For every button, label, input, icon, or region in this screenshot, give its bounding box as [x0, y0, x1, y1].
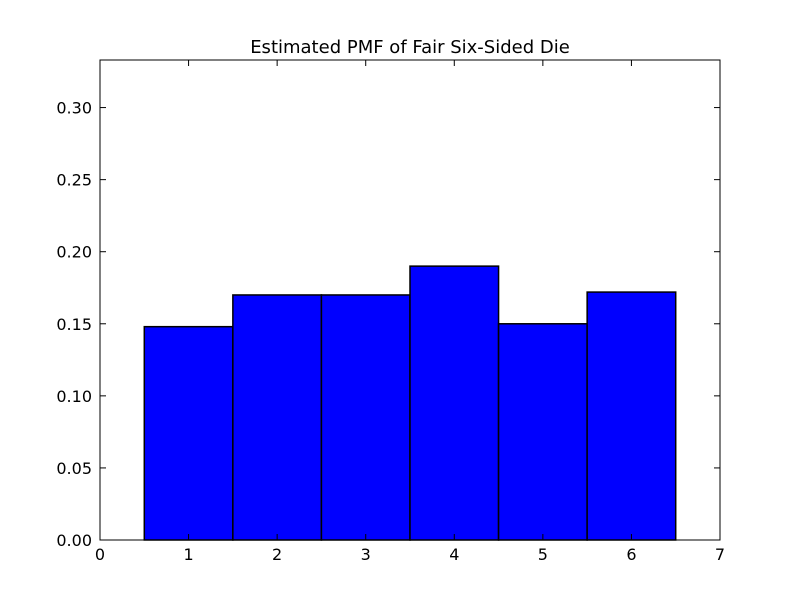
bar-3	[320, 294, 411, 541]
x-tick-label: 6	[626, 545, 636, 564]
x-tick-label: 5	[538, 545, 548, 564]
y-tick-label: 0.15	[56, 315, 92, 334]
ticks-group: 0 1 2 3 4 5 6 7 0.00 0.05 0.10 0.15 0.20 0.25 0.30	[56, 60, 725, 564]
x-tick-label: 4	[449, 545, 459, 564]
bar-5	[497, 323, 588, 541]
x-tick-label: 2	[272, 545, 282, 564]
y-tick-label: 0.10	[56, 387, 92, 406]
bar-4	[409, 265, 500, 541]
chart-title: Estimated PMF of Fair Six-Sided Die	[250, 37, 570, 58]
bars-group	[143, 265, 677, 541]
x-tick-label: 0	[95, 545, 105, 564]
plot-frame	[99, 59, 721, 541]
bar-1	[143, 325, 234, 541]
x-tick-label: 3	[361, 545, 371, 564]
bar-6	[586, 291, 677, 541]
bar-2	[232, 294, 323, 541]
x-tick-label: 1	[183, 545, 193, 564]
y-tick-label: 0.30	[56, 99, 92, 118]
y-tick-label: 0.25	[56, 171, 92, 190]
y-tick-label: 0.05	[56, 459, 92, 478]
y-tick-label: 0.20	[56, 243, 92, 262]
x-tick-label: 7	[715, 545, 725, 564]
y-tick-label: 0.00	[56, 531, 92, 550]
